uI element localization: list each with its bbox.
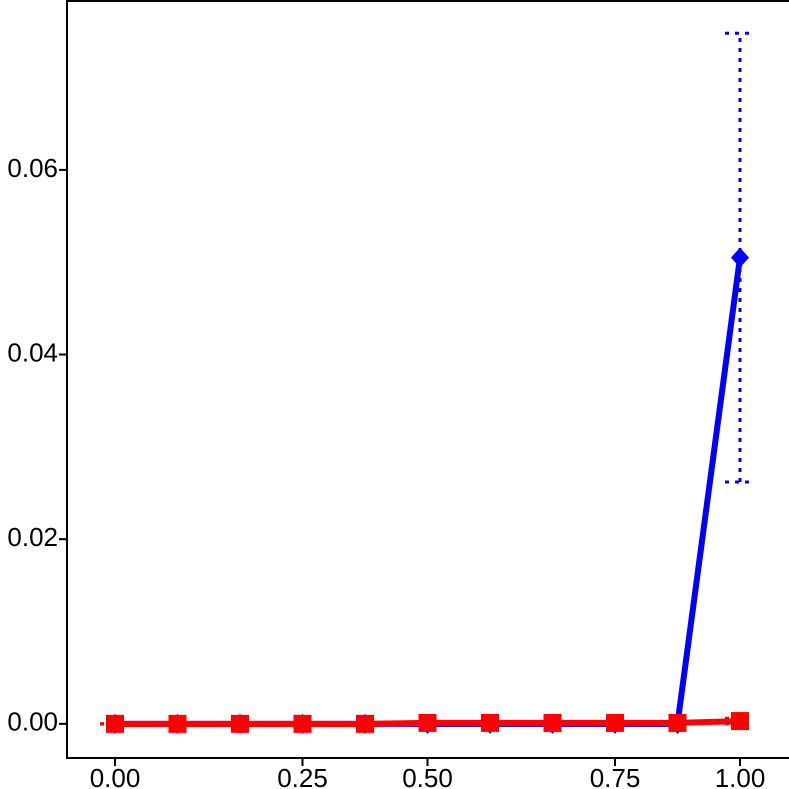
y-tick-label: 0.00 (7, 707, 58, 737)
marker (106, 714, 124, 733)
marker (481, 713, 499, 732)
marker (356, 714, 374, 733)
x-tick-label: 0.75 (590, 763, 641, 789)
marker (168, 714, 187, 733)
x-tick-label: 0.25 (277, 763, 328, 789)
marker (293, 714, 312, 733)
x-tick-label: 0.00 (90, 763, 141, 789)
marker (543, 713, 562, 732)
marker (231, 714, 249, 733)
plot-frame (66, 0, 789, 759)
y-tick-label: 0.06 (7, 153, 58, 183)
y-tick-label: 0.02 (7, 522, 58, 552)
marker (668, 713, 687, 732)
x-tick-label: 1.00 (715, 763, 766, 789)
marker (731, 247, 749, 268)
marker (418, 713, 437, 732)
x-tick-label: 0.50 (402, 763, 453, 789)
marker (606, 713, 624, 732)
series-line (115, 257, 743, 727)
y-tick-label: 0.04 (7, 337, 58, 367)
marker (731, 712, 749, 731)
